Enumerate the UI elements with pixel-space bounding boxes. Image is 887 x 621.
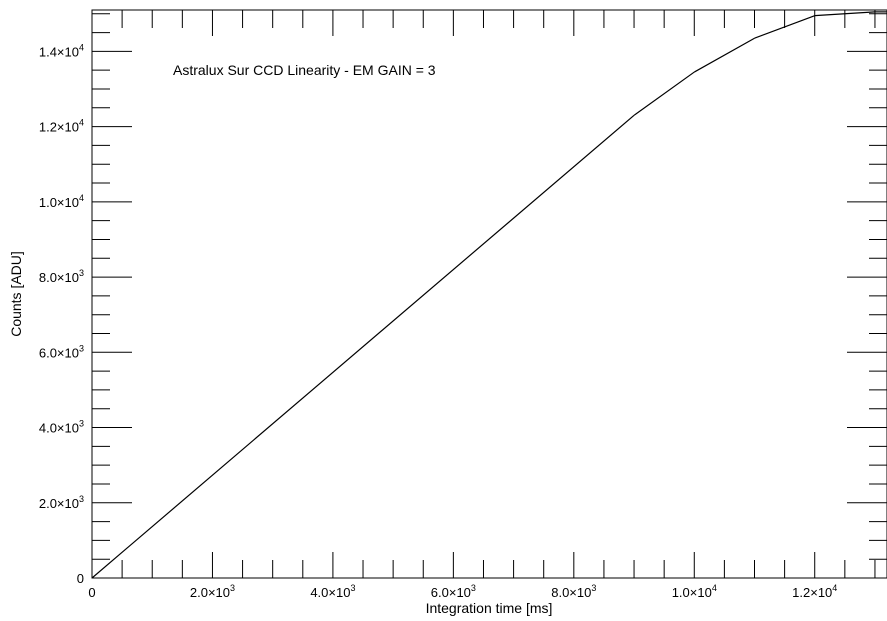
- y-tick-label-exponent: 4: [79, 193, 84, 203]
- y-tick-label: 1.0×104: [39, 193, 84, 210]
- y-tick-label-base: 1.4×10: [39, 44, 79, 59]
- line-segment: [814, 11, 875, 17]
- y-tick-label: 6.0×103: [39, 343, 84, 360]
- x-tick-label: 0: [88, 585, 95, 600]
- x-tick-label-exponent: 3: [471, 583, 476, 593]
- line-segment: [91, 114, 635, 579]
- x-tick-label-exponent: 3: [350, 583, 355, 593]
- x-tick-label-exponent: 4: [832, 583, 837, 593]
- chart-annotation: Astralux Sur CCD Linearity - EM GAIN = 3: [173, 62, 436, 78]
- x-tick-label-base: 1.2×10: [792, 585, 832, 600]
- y-tick-label-base: 1.0×10: [39, 195, 79, 210]
- x-tick-label-exponent: 3: [230, 583, 235, 593]
- y-tick-label-base: 8.0×10: [39, 270, 79, 285]
- x-axis-title: Integration time [ms]: [426, 600, 553, 616]
- line-segment: [754, 15, 815, 39]
- y-tick-label-base: 0: [77, 571, 84, 586]
- x-tick-label-base: 6.0×10: [431, 585, 471, 600]
- data-lines: [91, 11, 887, 579]
- x-tick-label-base: 8.0×10: [551, 585, 591, 600]
- y-tick-label-exponent: 3: [79, 343, 84, 353]
- x-tick-label-exponent: 4: [712, 583, 717, 593]
- y-tick-label: 0: [77, 571, 84, 586]
- y-tick-label-base: 1.2×10: [39, 120, 79, 135]
- plot-frame: [91, 9, 887, 579]
- x-tick-label: 8.0×103: [551, 583, 596, 600]
- x-tick-labels: 0 2.0×103 4.0×103 6.0×103 8.0×103 1.0×104 1.2×…: [88, 583, 837, 600]
- x-tick-label: 4.0×103: [310, 583, 355, 600]
- minor-ticks: [92, 10, 887, 578]
- y-tick-label-exponent: 3: [79, 419, 84, 429]
- x-tick-label-base: 1.0×10: [672, 585, 712, 600]
- x-tick-label-base: 2.0×10: [190, 585, 230, 600]
- y-tick-label: 8.0×103: [39, 268, 84, 285]
- x-tick-label: 2.0×103: [190, 583, 235, 600]
- y-tick-label: 4.0×103: [39, 419, 84, 436]
- y-tick-label-exponent: 4: [79, 42, 84, 52]
- y-tick-label-base: 4.0×10: [39, 421, 79, 436]
- y-tick-label-base: 2.0×10: [39, 496, 79, 511]
- x-tick-label: 6.0×103: [431, 583, 476, 600]
- y-tick-labels: 02.0×1034.0×1036.0×1038.0×1031.0×1041.2×…: [39, 42, 84, 586]
- y-tick-label-base: 6.0×10: [39, 345, 79, 360]
- y-tick-label-exponent: 4: [79, 118, 84, 128]
- x-tick-label: 1.2×104: [792, 583, 837, 600]
- x-tick-label-base: 4.0×10: [310, 585, 350, 600]
- x-tick-label-exponent: 3: [591, 583, 596, 593]
- y-axis-title: Counts [ADU]: [8, 251, 24, 337]
- x-tick-label: 1.0×104: [672, 583, 717, 600]
- y-tick-label: 2.0×103: [39, 494, 84, 511]
- x-tick-label-base: 0: [88, 585, 95, 600]
- line-segment: [693, 37, 755, 73]
- major-ticks: [91, 10, 887, 579]
- y-tick-label-exponent: 3: [79, 494, 84, 504]
- y-tick-label: 1.4×104: [39, 42, 84, 59]
- y-tick-label-exponent: 3: [79, 268, 84, 278]
- y-tick-label: 1.2×104: [39, 118, 84, 135]
- line-segment: [633, 71, 695, 116]
